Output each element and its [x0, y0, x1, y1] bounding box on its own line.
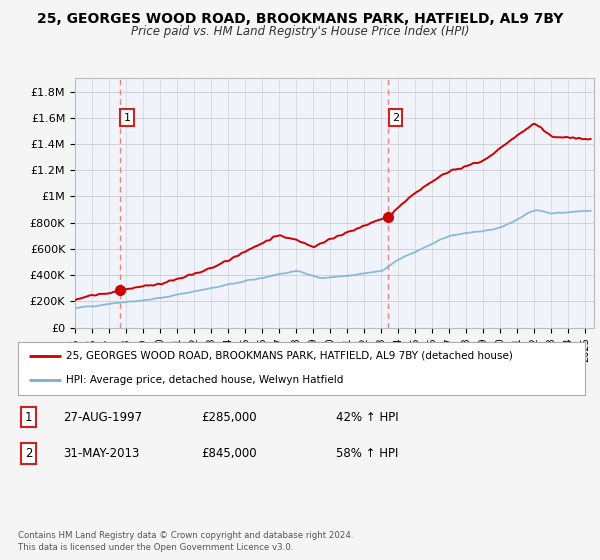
Text: 31-MAY-2013: 31-MAY-2013	[63, 447, 139, 460]
Text: Contains HM Land Registry data © Crown copyright and database right 2024.
This d: Contains HM Land Registry data © Crown c…	[18, 531, 353, 552]
Text: 25, GEORGES WOOD ROAD, BROOKMANS PARK, HATFIELD, AL9 7BY: 25, GEORGES WOOD ROAD, BROOKMANS PARK, H…	[37, 12, 563, 26]
Text: Price paid vs. HM Land Registry's House Price Index (HPI): Price paid vs. HM Land Registry's House …	[131, 25, 469, 38]
Text: 1: 1	[25, 410, 32, 424]
Text: 42% ↑ HPI: 42% ↑ HPI	[336, 410, 398, 424]
Text: 2: 2	[25, 447, 32, 460]
Text: 25, GEORGES WOOD ROAD, BROOKMANS PARK, HATFIELD, AL9 7BY (detached house): 25, GEORGES WOOD ROAD, BROOKMANS PARK, H…	[66, 351, 513, 361]
Text: £285,000: £285,000	[201, 410, 257, 424]
Text: 2: 2	[392, 113, 399, 123]
Text: 58% ↑ HPI: 58% ↑ HPI	[336, 447, 398, 460]
Text: HPI: Average price, detached house, Welwyn Hatfield: HPI: Average price, detached house, Welw…	[66, 375, 344, 385]
Text: 1: 1	[124, 113, 130, 123]
Text: £845,000: £845,000	[201, 447, 257, 460]
Text: 27-AUG-1997: 27-AUG-1997	[63, 410, 142, 424]
